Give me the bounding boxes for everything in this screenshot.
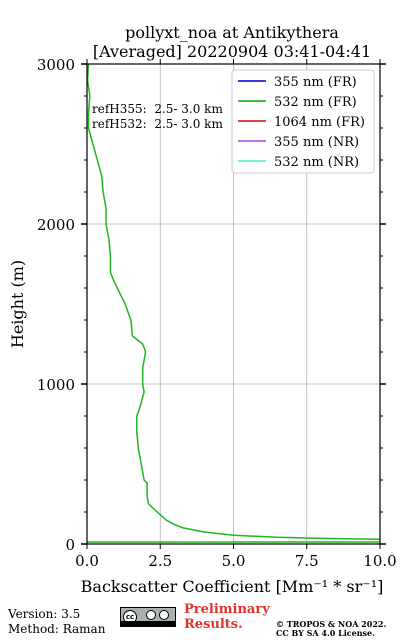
y-tick-label: 2000: [37, 216, 75, 234]
preliminary-notice: Preliminary Results.: [184, 602, 270, 632]
y-axis-label: Height (m): [8, 260, 27, 348]
series-lines: [86, 63, 381, 543]
legend-label: 1064 nm (FR): [274, 115, 365, 130]
chart-title-line2: [Averaged] 20220904 03:41-04:41: [93, 42, 371, 61]
legend-label: 355 nm (NR): [274, 135, 359, 150]
footer-info: Version: 3.5 Method: Raman: [8, 607, 105, 637]
x-tick-label: 0.0: [75, 552, 99, 570]
cc-license-badge-icon: cc: [120, 607, 176, 627]
copyright-notice: © TROPOS & NOA 2022. CC BY SA 4.0 Licens…: [276, 620, 386, 638]
y-tick-label: 3000: [37, 56, 75, 74]
legend: 355 nm (FR) 532 nm (FR) 1064 nm (FR) 355 nm…: [231, 69, 375, 174]
method-text: Method: Raman: [8, 622, 106, 636]
copyright-line2: CC BY SA 4.0 License.: [276, 628, 375, 638]
axis-ticks: 0.0 2.5 5.0 7.5 10.0 0 1000 2000 3000: [37, 56, 397, 570]
chart-title-line1: pollyxt_noa at Antikythera: [125, 23, 339, 42]
legend-label: 532 nm (NR): [274, 155, 359, 170]
cc-badge-strip: [121, 621, 175, 626]
x-tick-label: 2.5: [148, 552, 172, 570]
annotation-refH355: refH355: 2.5- 3.0 km: [92, 102, 223, 116]
y-tick-label: 1000: [37, 376, 75, 394]
x-tick-label: 7.5: [295, 552, 319, 570]
preliminary-line2: Results.: [184, 617, 243, 632]
annotation-refH532: refH532: 2.5- 3.0 km: [92, 117, 223, 131]
version-text: Version: 3.5: [8, 607, 81, 621]
x-tick-label: 10.0: [363, 552, 396, 570]
x-tick-label: 5.0: [222, 552, 246, 570]
cc-by-icon: [146, 610, 156, 620]
legend-label: 532 nm (FR): [274, 95, 357, 110]
legend-label: 355 nm (FR): [274, 75, 357, 90]
y-tick-label: 0: [65, 536, 75, 554]
legend-box: [231, 69, 375, 174]
legend-items: 355 nm (FR) 532 nm (FR) 1064 nm (FR) 355 nm…: [238, 75, 365, 170]
x-axis-label: Backscatter Coefficient [Mm⁻¹ * sr⁻¹]: [81, 577, 384, 596]
series-line: [86, 63, 381, 540]
preliminary-line1: Preliminary: [184, 602, 270, 617]
copyright-line1: © TROPOS & NOA 2022.: [276, 619, 387, 629]
cc-sa-icon: [159, 610, 169, 620]
